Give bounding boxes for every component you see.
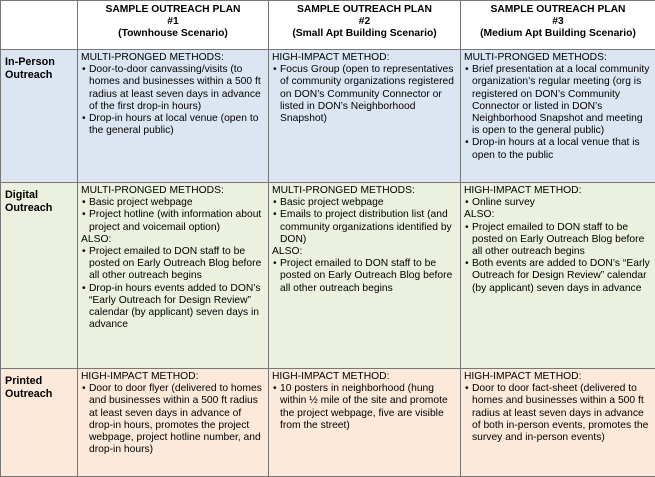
bullet-list: 10 posters in neighborhood (hung within … <box>272 383 457 432</box>
bullet-item: Project hotline (with information about … <box>89 209 265 233</box>
table-cell: MULTI-PRONGED METHODS:Door-to-door canva… <box>78 50 269 183</box>
row-header: Digital Outreach <box>1 183 78 369</box>
bullet-list: Online survey <box>464 197 652 209</box>
cell-box: HIGH-IMPACT METHOD:Door to door fact-she… <box>461 369 655 476</box>
method-heading: MULTI-PRONGED METHODS: <box>464 52 652 64</box>
table-cell: MULTI-PRONGED METHODS:Brief presentation… <box>461 50 655 183</box>
bullet-item: Door to door flyer (delivered to homes a… <box>89 383 265 456</box>
column-header: SAMPLE OUTREACH PLAN#1(Townhouse Scenari… <box>78 1 269 50</box>
header-line: SAMPLE OUTREACH PLAN <box>464 4 652 16</box>
cell-box: SAMPLE OUTREACH PLAN#2(Small Apt Buildin… <box>269 1 460 49</box>
row-label: In-Person Outreach <box>1 50 77 182</box>
bullet-item: Drop-in hours at local venue (open to th… <box>89 113 265 137</box>
table-cell: HIGH-IMPACT METHOD:Online surveyALSO:Pro… <box>461 183 655 369</box>
bullet-list: Project emailed to DON staff to be poste… <box>464 222 652 295</box>
bullet-item: Project emailed to DON staff to be poste… <box>280 258 457 295</box>
corner-cell <box>1 1 78 50</box>
bullet-item: Brief presentation at a local community … <box>472 64 652 137</box>
cell-box: MULTI-PRONGED METHODS:Basic project webp… <box>269 183 460 368</box>
bullet-list: Door to door flyer (delivered to homes a… <box>81 383 265 456</box>
bullet-list: Door-to-door canvassing/visits (to homes… <box>81 64 265 137</box>
method-heading: HIGH-IMPACT METHOD: <box>272 371 457 383</box>
bullet-item: Drop-in hours events added to DON’s “Ear… <box>89 283 265 332</box>
method-heading: MULTI-PRONGED METHODS: <box>81 185 265 197</box>
table-cell: MULTI-PRONGED METHODS:Basic project webp… <box>269 183 461 369</box>
bullet-item: Project emailed to DON staff to be poste… <box>89 246 265 283</box>
method-heading: ALSO: <box>81 234 265 246</box>
table-cell: MULTI-PRONGED METHODS:Basic project webp… <box>78 183 269 369</box>
cell-box <box>1 1 77 49</box>
bullet-item: Door to door fact-sheet (delivered to ho… <box>472 383 652 444</box>
header-line: #1 <box>81 16 265 28</box>
method-heading: MULTI-PRONGED METHODS: <box>81 52 265 64</box>
header-line: SAMPLE OUTREACH PLAN <box>272 4 457 16</box>
bullet-item: Basic project webpage <box>89 197 265 209</box>
method-heading: HIGH-IMPACT METHOD: <box>272 52 457 64</box>
bullet-item: Online survey <box>472 197 652 209</box>
bullet-item: Drop-in hours at a local venue that is o… <box>472 137 652 161</box>
bullet-item: Emails to project distribution list (and… <box>280 209 457 246</box>
table-cell: HIGH-IMPACT METHOD:Door to door fact-she… <box>461 369 655 477</box>
bullet-item: Focus Group (open to representatives of … <box>280 64 457 125</box>
bullet-item: Basic project webpage <box>280 197 457 209</box>
method-heading: HIGH-IMPACT METHOD: <box>464 371 652 383</box>
method-heading: ALSO: <box>464 209 652 221</box>
cell-box: MULTI-PRONGED METHODS:Door-to-door canva… <box>78 50 268 182</box>
table-cell: HIGH-IMPACT METHOD:10 posters in neighbo… <box>269 369 461 477</box>
row-label: Printed Outreach <box>1 369 77 476</box>
bullet-item: 10 posters in neighborhood (hung within … <box>280 383 457 432</box>
cell-box: HIGH-IMPACT METHOD:Focus Group (open to … <box>269 50 460 182</box>
cell-box: MULTI-PRONGED METHODS:Brief presentation… <box>461 50 655 182</box>
bullet-list: Project emailed to DON staff to be poste… <box>81 246 265 331</box>
table-cell: HIGH-IMPACT METHOD:Focus Group (open to … <box>269 50 461 183</box>
header-line: (Townhouse Scenario) <box>81 28 265 40</box>
bullet-list: Brief presentation at a local community … <box>464 64 652 162</box>
row-header: In-Person Outreach <box>1 50 78 183</box>
bullet-list: Project emailed to DON staff to be poste… <box>272 258 457 295</box>
bullet-list: Door to door fact-sheet (delivered to ho… <box>464 383 652 444</box>
header-line: #2 <box>272 16 457 28</box>
header-line: #3 <box>464 16 652 28</box>
table-cell: HIGH-IMPACT METHOD:Door to door flyer (d… <box>78 369 269 477</box>
cell-box: HIGH-IMPACT METHOD:10 posters in neighbo… <box>269 369 460 476</box>
method-heading: MULTI-PRONGED METHODS: <box>272 185 457 197</box>
cell-box: SAMPLE OUTREACH PLAN#3(Medium Apt Buildi… <box>461 1 655 49</box>
column-header: SAMPLE OUTREACH PLAN#3(Medium Apt Buildi… <box>461 1 655 50</box>
bullet-list: Basic project webpageEmails to project d… <box>272 197 457 246</box>
bullet-list: Basic project webpageProject hotline (wi… <box>81 197 265 234</box>
method-heading: ALSO: <box>272 246 457 258</box>
header-line: (Small Apt Building Scenario) <box>272 28 457 40</box>
column-header: SAMPLE OUTREACH PLAN#2(Small Apt Buildin… <box>269 1 461 50</box>
bullet-item: Project emailed to DON staff to be poste… <box>472 222 652 259</box>
cell-box: MULTI-PRONGED METHODS:Basic project webp… <box>78 183 268 368</box>
bullet-item: Both events are added to DON’s “Early Ou… <box>472 258 652 295</box>
cell-box: HIGH-IMPACT METHOD:Online surveyALSO:Pro… <box>461 183 655 368</box>
header-line: SAMPLE OUTREACH PLAN <box>81 4 265 16</box>
cell-box: SAMPLE OUTREACH PLAN#1(Townhouse Scenari… <box>78 1 268 49</box>
row-header: Printed Outreach <box>1 369 78 477</box>
bullet-item: Door-to-door canvassing/visits (to homes… <box>89 64 265 113</box>
row-label: Digital Outreach <box>1 183 77 368</box>
header-row: SAMPLE OUTREACH PLAN#1(Townhouse Scenari… <box>1 1 655 50</box>
method-heading: HIGH-IMPACT METHOD: <box>464 185 652 197</box>
method-heading: HIGH-IMPACT METHOD: <box>81 371 265 383</box>
bullet-list: Focus Group (open to representatives of … <box>272 64 457 125</box>
cell-box: HIGH-IMPACT METHOD:Door to door flyer (d… <box>78 369 268 476</box>
header-line: (Medium Apt Building Scenario) <box>464 28 652 40</box>
